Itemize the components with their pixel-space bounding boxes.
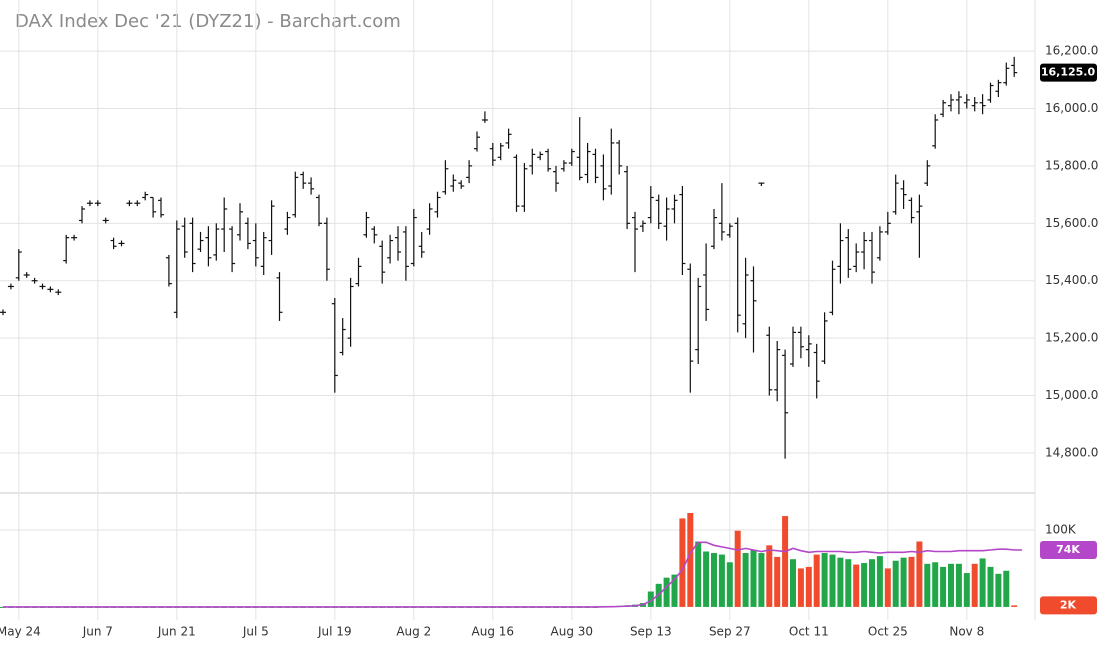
moving-average-line (3, 541, 1023, 608)
x-tick-label: Nov 8 (949, 625, 984, 639)
y-tick-label: 15,000.0 (1045, 388, 1098, 402)
x-tick-label: Sep 13 (630, 625, 672, 639)
volume-bar (971, 563, 978, 607)
volume-bar (766, 545, 773, 607)
volume-bar (963, 573, 970, 607)
volume-bar (908, 556, 915, 607)
volume-bar (948, 563, 954, 607)
volume-bar (955, 563, 962, 607)
x-tick-label: Aug 16 (472, 625, 515, 639)
volume-bar (679, 518, 686, 607)
volume-bar (663, 577, 670, 607)
volume-bar (726, 562, 733, 607)
volume-bar (750, 549, 757, 607)
volume-bar (987, 566, 994, 607)
volume-bar (1011, 605, 1018, 607)
x-tick-label: Jul 19 (317, 625, 352, 639)
volume-bar (916, 541, 923, 607)
y-tick-label: 15,400.0 (1045, 273, 1098, 287)
volume-bar (829, 554, 836, 607)
y-tick-label: 15,200.0 (1045, 331, 1098, 345)
x-tick-label: Jul 5 (242, 625, 269, 639)
volume-bar (671, 574, 678, 607)
x-tick-label: Sep 27 (709, 625, 751, 639)
volume-bar (853, 564, 860, 607)
ma-last-label-box (1040, 540, 1097, 559)
volume-bar (1003, 570, 1010, 607)
y-tick-label: 16,200.0 (1045, 44, 1098, 58)
volume-bar (940, 566, 947, 607)
x-tick-label: May 24 (0, 625, 41, 639)
volume-bar (742, 553, 749, 607)
y-tick-label: 100K (1045, 522, 1077, 536)
x-tick-label: Jun 7 (82, 625, 113, 639)
volume-bar (869, 559, 875, 607)
volume-bar (876, 556, 883, 607)
volume-bar (845, 559, 852, 607)
y-tick-label: 15,600.0 (1045, 216, 1098, 230)
last-price-label: 16,125.0 (1041, 66, 1096, 79)
volume-bar (900, 557, 907, 607)
volume-bar (837, 557, 844, 607)
volume-bar (647, 591, 654, 607)
volume-bar (805, 566, 812, 607)
x-tick-label: Oct 11 (789, 625, 829, 639)
x-tick-label: Aug 2 (396, 625, 431, 639)
volume-bar (797, 568, 804, 607)
x-tick-label: Aug 30 (551, 625, 594, 639)
volume-bar (695, 541, 702, 607)
volume-last-label: 2K (1060, 598, 1077, 611)
ma-last-label: 74K (1056, 543, 1080, 556)
volume-bar (711, 553, 717, 607)
x-tick-label: Oct 25 (868, 625, 908, 639)
y-tick-label: 15,800.0 (1045, 158, 1098, 172)
volume-bar (774, 556, 781, 607)
volume-last-label-box (1040, 596, 1097, 615)
volume-bar (758, 553, 765, 607)
volume-bar (932, 562, 939, 607)
x-tick-label: Jun 21 (157, 625, 196, 639)
volume-bar (821, 553, 828, 607)
volume-bar (979, 558, 986, 607)
volume-bar (924, 563, 931, 607)
volume-bar (892, 560, 899, 607)
volume-bar (790, 559, 796, 607)
volume-bar (734, 530, 741, 607)
volume-bar (884, 568, 891, 607)
volume-bar (861, 563, 868, 607)
volume-bar (782, 516, 789, 607)
volume-bar (813, 554, 820, 607)
y-tick-label: 16,000.0 (1045, 101, 1098, 115)
volume-bar (995, 573, 1002, 607)
volume-bar (718, 554, 725, 607)
chart-title: DAX Index Dec '21 (DYZ21) - Barchart.com (15, 11, 401, 32)
last-price-label-box (1040, 63, 1097, 82)
volume-bar (703, 551, 710, 607)
y-tick-label: 14,800.0 (1045, 445, 1098, 459)
volume-bar (687, 513, 694, 607)
